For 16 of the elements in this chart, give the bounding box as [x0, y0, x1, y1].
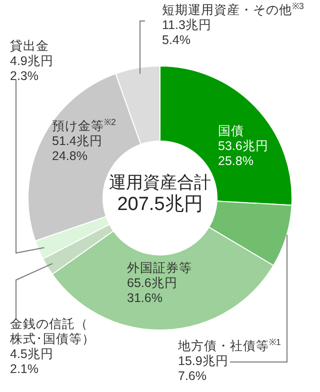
- data-label: 4.5兆円 2.1%: [10, 347, 54, 376]
- text: 207.5兆円: [117, 194, 203, 215]
- slice-label: 国債: [218, 124, 244, 138]
- slice-label: 外国証券等: [127, 261, 192, 275]
- slice-label: 短期運用資産・その他$^{※3}$: [162, 1, 304, 17]
- data-label: 53.6兆円 25.8%: [218, 139, 268, 168]
- data-label: 65.6兆円 31.6%: [127, 276, 178, 305]
- slice-label: 預け金等$^{※2}$: [52, 117, 116, 133]
- slice-label: 貸出金: [10, 39, 49, 53]
- data-label: 4.9兆円 2.3%: [10, 54, 54, 83]
- data-label: 11.3兆円 5.4%: [162, 18, 212, 47]
- text: 運用資産合計: [109, 173, 211, 192]
- slice-label: 金銭の信託（株式･国債等）: [9, 317, 95, 346]
- data-label: 51.4兆円 24.8%: [52, 134, 102, 163]
- data-label: 15.9兆円 7.6%: [178, 354, 228, 383]
- slice-label: 地方債・社債等$^{※1}$: [177, 337, 281, 353]
